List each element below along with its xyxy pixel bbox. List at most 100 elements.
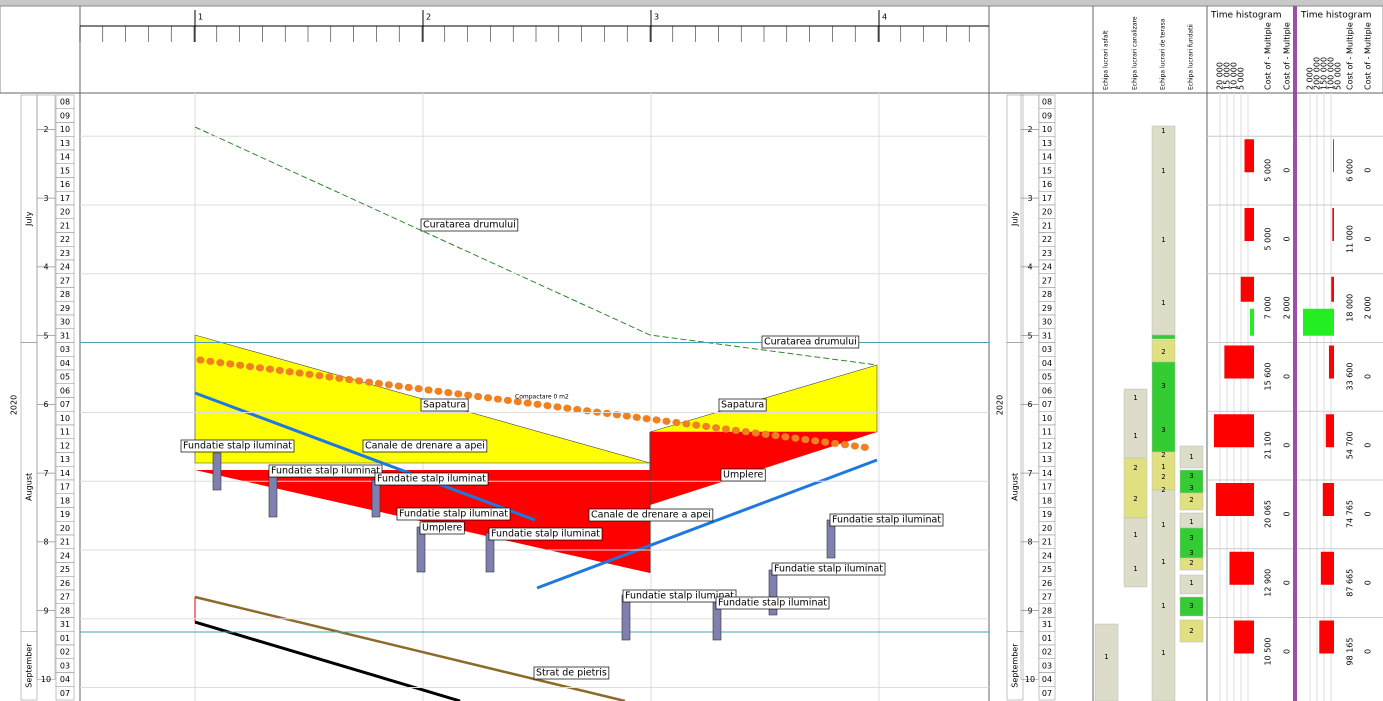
- year-label: 2020: [996, 395, 1005, 415]
- ruler-label: 4: [882, 13, 887, 22]
- day-label: 30: [60, 318, 70, 327]
- day-label: 13: [60, 455, 70, 464]
- secondary-label: 0: [1283, 374, 1292, 379]
- day-label: 19: [60, 510, 70, 519]
- day-label: 31: [60, 331, 70, 340]
- compaction-line: [196, 356, 874, 452]
- cost-bar: [1244, 139, 1254, 173]
- histogram-column: Cost of - Multiple: [1283, 22, 1292, 90]
- day-label: 28: [1042, 606, 1052, 615]
- day-label: 26: [60, 579, 70, 588]
- divider: [1293, 6, 1297, 701]
- secondary-label: 0: [1364, 443, 1373, 448]
- day-label: 02: [60, 648, 70, 657]
- resource-count: 1: [1104, 653, 1108, 661]
- secondary-label: 0: [1283, 443, 1292, 448]
- cost-label: 5 000: [1264, 159, 1273, 182]
- label-box: [720, 468, 766, 482]
- day-label: 28: [1042, 290, 1052, 299]
- day-label: 13: [1042, 139, 1052, 148]
- resource-bar: [1151, 361, 1176, 453]
- resource-count: 3: [1189, 602, 1193, 610]
- day-label: 04: [1042, 675, 1052, 684]
- day-label: 17: [60, 194, 70, 203]
- day-label: 31: [60, 620, 70, 629]
- resource-count: 2: [1161, 348, 1165, 356]
- activity-label: Fundatie stalp iluminat: [774, 564, 883, 575]
- cost-bar: [1229, 551, 1254, 585]
- day-label: 29: [1042, 304, 1052, 313]
- day-label: 21: [60, 221, 70, 230]
- week-cell: [1020, 197, 1040, 268]
- drain-line: [194, 391, 536, 522]
- resource-bar: [1179, 445, 1204, 469]
- activity-label: Umplere: [422, 523, 462, 534]
- day-label: 03: [60, 345, 70, 354]
- resource-count: 1: [1161, 236, 1165, 244]
- resource-count: 3: [1161, 382, 1165, 390]
- ruler-label: 3: [654, 13, 659, 22]
- resource-count: 1: [1133, 394, 1137, 402]
- label-box: [396, 507, 511, 521]
- cost-label: 15 600: [1264, 363, 1273, 391]
- resource-count: 2: [1161, 473, 1165, 481]
- scale-label: 15 000: [1223, 62, 1232, 90]
- secondary-label: 0: [1283, 580, 1292, 585]
- day-label: 03: [1042, 661, 1052, 670]
- day-label: 24: [60, 263, 70, 272]
- week-cell: [36, 129, 56, 199]
- activity-label: Umplere: [723, 470, 763, 481]
- resource-bar: [1151, 334, 1176, 340]
- resource-count: 3: [1189, 484, 1193, 492]
- histogram-title: Time histogram: [1210, 11, 1282, 21]
- resource-count: 2: [1133, 495, 1137, 503]
- week-cell: [36, 541, 56, 611]
- day-label: 20: [1042, 208, 1052, 217]
- day-label: 12: [60, 441, 70, 450]
- top-bar: [0, 0, 1383, 6]
- day-label: 18: [1042, 496, 1052, 505]
- day-label: 19: [1042, 510, 1052, 519]
- day-label: 08: [1042, 98, 1052, 107]
- secondary-label: 0: [1364, 580, 1373, 585]
- label-box: [180, 439, 295, 453]
- histogram-column: Cost of - Multiple: [1346, 22, 1355, 90]
- day-label: 24: [1042, 551, 1052, 560]
- activity-label: Fundatie stalp iluminat: [718, 598, 827, 609]
- day-label: 14: [60, 153, 70, 162]
- day-label: 31: [1042, 331, 1052, 340]
- label-box: [622, 589, 737, 603]
- day-label: 05: [1042, 373, 1052, 382]
- scale-label: 150 000: [1320, 57, 1329, 90]
- clearing-line: [194, 126, 878, 366]
- label-box: [362, 439, 488, 453]
- day-label: 10: [1042, 125, 1052, 134]
- day-label: 01: [1042, 634, 1052, 643]
- secondary-label: 2 000: [1364, 296, 1373, 319]
- week-cell: [1020, 335, 1040, 405]
- day-label: 23: [60, 249, 70, 258]
- histogram-column: Cost of - Multiple: [1364, 22, 1373, 90]
- cost-label: 5 000: [1264, 228, 1273, 251]
- secondary-label: 0: [1283, 649, 1292, 654]
- day-label: 09: [60, 111, 70, 120]
- label-box: [268, 464, 383, 478]
- resource-count: 2: [1133, 464, 1137, 472]
- resource-bar: [1179, 557, 1204, 571]
- resource-count: 2: [1161, 451, 1165, 459]
- scale-label: 100 000: [1327, 57, 1336, 90]
- week-cell: [36, 472, 56, 543]
- activity-label: Sapatura: [721, 400, 764, 411]
- cost-label: 10 500: [1264, 638, 1273, 666]
- resource-header: Echipa lucrari de terasa: [1160, 18, 1167, 90]
- day-label: 14: [1042, 469, 1052, 478]
- resource-bar: [1123, 517, 1148, 588]
- cost-label: 74 765: [1346, 500, 1355, 528]
- scale-label: 10 000: [1230, 62, 1239, 90]
- label-box: [771, 562, 886, 576]
- day-label: 14: [60, 469, 70, 478]
- activity-label: Fundatie stalp iluminat: [183, 441, 292, 452]
- day-label: 04: [1042, 359, 1052, 368]
- fill-area: [650, 432, 877, 505]
